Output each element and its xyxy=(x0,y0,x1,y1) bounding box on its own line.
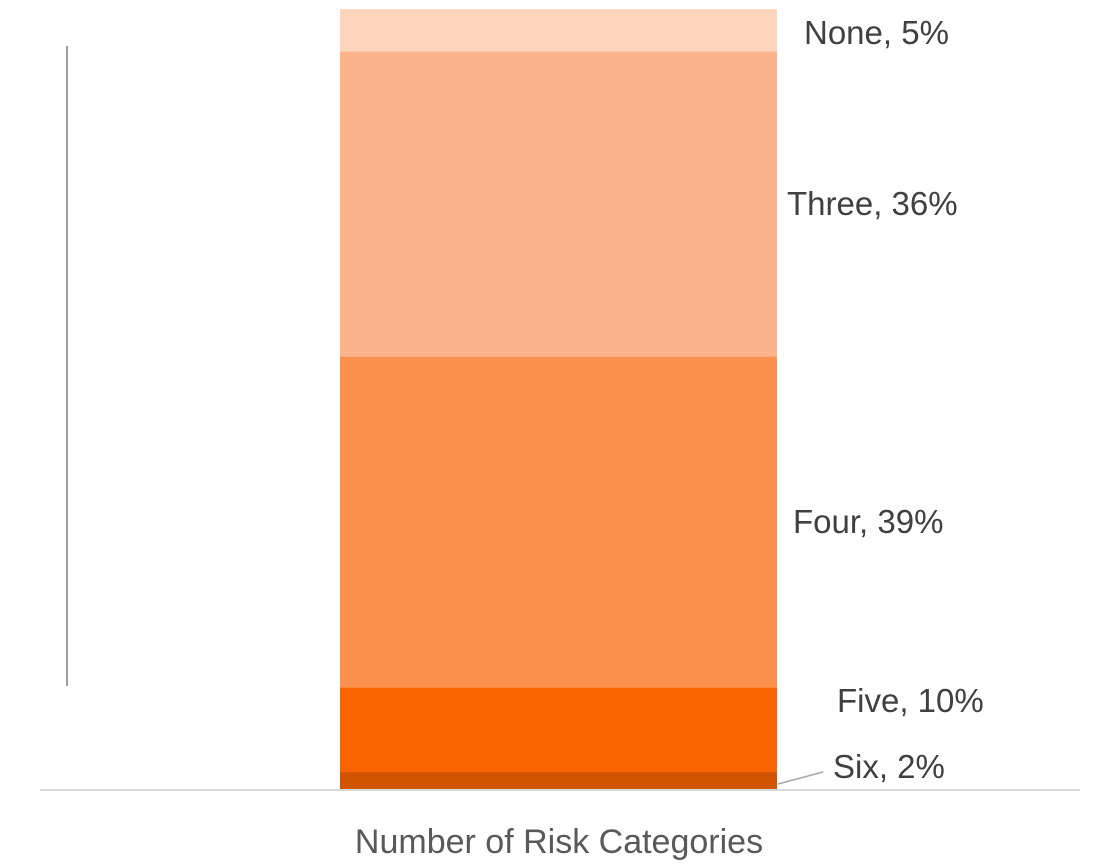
bar-segment-six xyxy=(340,772,777,789)
data-label-four: Four, 39% xyxy=(793,503,943,540)
bar-segment-none xyxy=(340,9,777,52)
data-labels: Six, 2% Five, 10% Four, 39% Three, 36% None,… xyxy=(787,14,984,785)
x-axis-label: Number of Risk Categories xyxy=(355,823,763,861)
bar-segment-three xyxy=(340,51,777,357)
data-label-five: Five, 10% xyxy=(837,682,984,719)
bar-segment-four xyxy=(340,356,777,688)
data-label-six: Six, 2% xyxy=(833,748,945,785)
bar-segment-five xyxy=(340,687,777,773)
data-label-none: None, 5% xyxy=(804,14,949,51)
six-leader-line xyxy=(777,771,824,785)
data-label-three: Three, 36% xyxy=(787,185,958,222)
bar-segments xyxy=(340,9,777,789)
